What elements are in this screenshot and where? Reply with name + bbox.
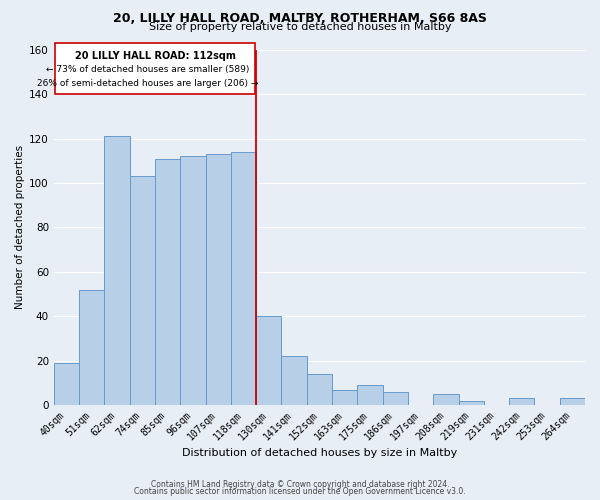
- Bar: [206, 154, 231, 405]
- Y-axis label: Number of detached properties: Number of detached properties: [15, 146, 25, 310]
- Bar: [458, 400, 484, 405]
- Bar: [231, 152, 256, 405]
- Bar: [130, 176, 155, 405]
- Text: 20, LILLY HALL ROAD, MALTBY, ROTHERHAM, S66 8AS: 20, LILLY HALL ROAD, MALTBY, ROTHERHAM, …: [113, 12, 487, 26]
- X-axis label: Distribution of detached houses by size in Maltby: Distribution of detached houses by size …: [182, 448, 457, 458]
- Bar: [180, 156, 206, 405]
- FancyBboxPatch shape: [55, 43, 255, 94]
- Text: Contains HM Land Registry data © Crown copyright and database right 2024.: Contains HM Land Registry data © Crown c…: [151, 480, 449, 489]
- Bar: [332, 390, 358, 405]
- Text: Contains public sector information licensed under the Open Government Licence v3: Contains public sector information licen…: [134, 488, 466, 496]
- Bar: [560, 398, 585, 405]
- Bar: [104, 136, 130, 405]
- Text: ← 73% of detached houses are smaller (589): ← 73% of detached houses are smaller (58…: [46, 65, 249, 74]
- Text: Size of property relative to detached houses in Maltby: Size of property relative to detached ho…: [149, 22, 451, 32]
- Bar: [256, 316, 281, 405]
- Bar: [383, 392, 408, 405]
- Text: 20 LILLY HALL ROAD: 112sqm: 20 LILLY HALL ROAD: 112sqm: [74, 52, 235, 62]
- Bar: [79, 290, 104, 405]
- Bar: [281, 356, 307, 405]
- Bar: [54, 363, 79, 405]
- Bar: [433, 394, 458, 405]
- Bar: [509, 398, 535, 405]
- Bar: [358, 385, 383, 405]
- Bar: [307, 374, 332, 405]
- Bar: [155, 158, 180, 405]
- Text: 26% of semi-detached houses are larger (206) →: 26% of semi-detached houses are larger (…: [37, 78, 258, 88]
